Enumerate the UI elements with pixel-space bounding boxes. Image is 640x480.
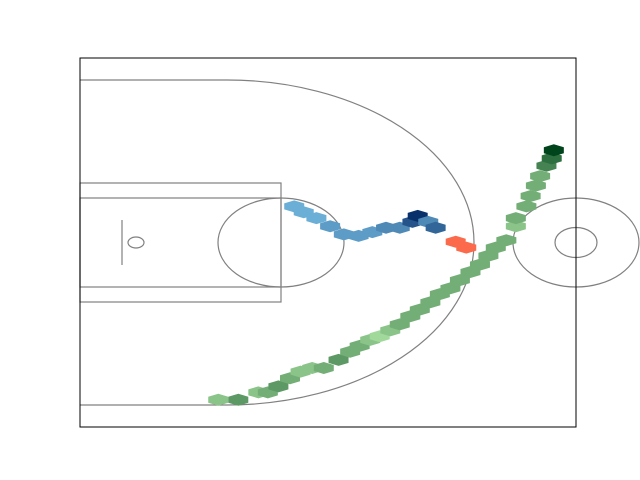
hex-cell — [440, 282, 461, 295]
axes-frame — [79, 57, 577, 428]
hex-cell — [505, 212, 526, 225]
hex-cell — [389, 318, 410, 331]
court — [79, 79, 640, 406]
three-point-line — [80, 79, 475, 406]
hex-cell — [208, 393, 229, 406]
hex-cell — [425, 221, 446, 234]
hexes — [208, 144, 564, 406]
hex-cell — [530, 170, 551, 183]
hex-cell — [409, 303, 430, 316]
hex-cell — [485, 241, 506, 254]
hex-cell — [469, 258, 490, 271]
hex-cell — [516, 200, 537, 213]
hex-cell — [228, 393, 249, 406]
hex-cell — [525, 179, 546, 192]
hex-cell — [505, 220, 526, 233]
hex-cell — [320, 220, 341, 233]
hex-cell — [520, 190, 541, 203]
hoop — [127, 236, 145, 249]
hex-cell — [313, 361, 334, 374]
hex-cell — [456, 241, 477, 254]
hex-cell — [328, 353, 349, 366]
hex-cell — [420, 296, 441, 309]
hex-cell — [543, 144, 564, 157]
hex-cell — [306, 212, 327, 225]
free-throw-circle — [217, 197, 345, 288]
hex-cell — [268, 380, 289, 393]
hex-cell — [496, 234, 517, 247]
key-outer — [79, 182, 282, 303]
key-inner — [79, 197, 282, 288]
hex-cell — [449, 274, 470, 287]
